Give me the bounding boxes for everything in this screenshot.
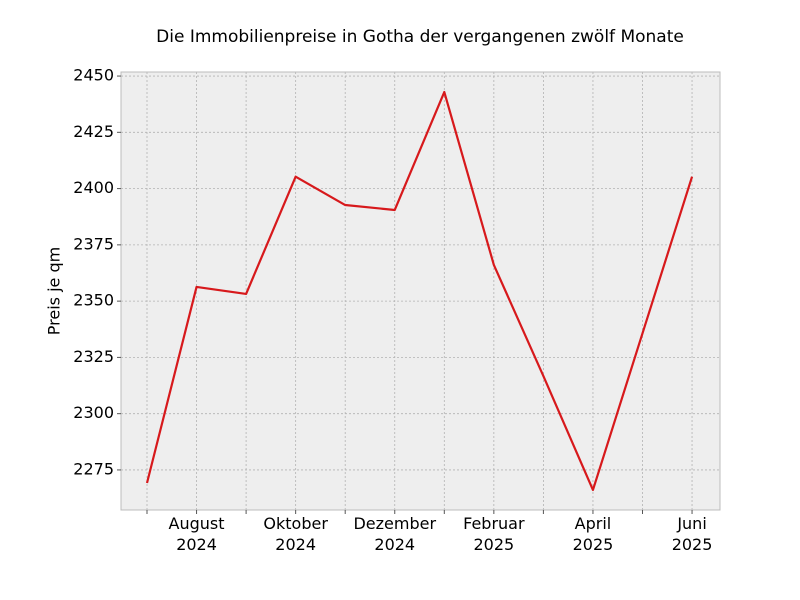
x-tick-label: August 2024 <box>168 514 225 554</box>
x-tick-label: Oktober 2024 <box>263 514 328 554</box>
x-tick-label: April 2025 <box>572 514 614 554</box>
grid <box>121 72 720 510</box>
x-tick-label: Juni 2025 <box>671 514 713 554</box>
x-tick-label: Februar 2025 <box>463 514 525 554</box>
marks <box>145 90 694 492</box>
plot-area <box>121 72 720 510</box>
y-tick-label: 2450 <box>73 66 114 85</box>
y-tick-label: 2400 <box>73 178 114 197</box>
line-series <box>145 90 694 492</box>
y-tick-label: 2325 <box>73 347 114 366</box>
y-tick-label: 2350 <box>73 291 114 310</box>
y-tick-label: 2375 <box>73 234 114 253</box>
plot-frame <box>120 71 721 511</box>
y-tick-label: 2425 <box>73 122 114 141</box>
chart-title: Die Immobilienpreise in Gotha der vergan… <box>156 27 684 47</box>
y-tick-label: 2300 <box>73 403 114 422</box>
y-axis-label: Preis je qm <box>45 247 64 335</box>
x-tick-label: Dezember 2024 <box>353 514 437 554</box>
y-tick-label: 2275 <box>73 459 114 478</box>
